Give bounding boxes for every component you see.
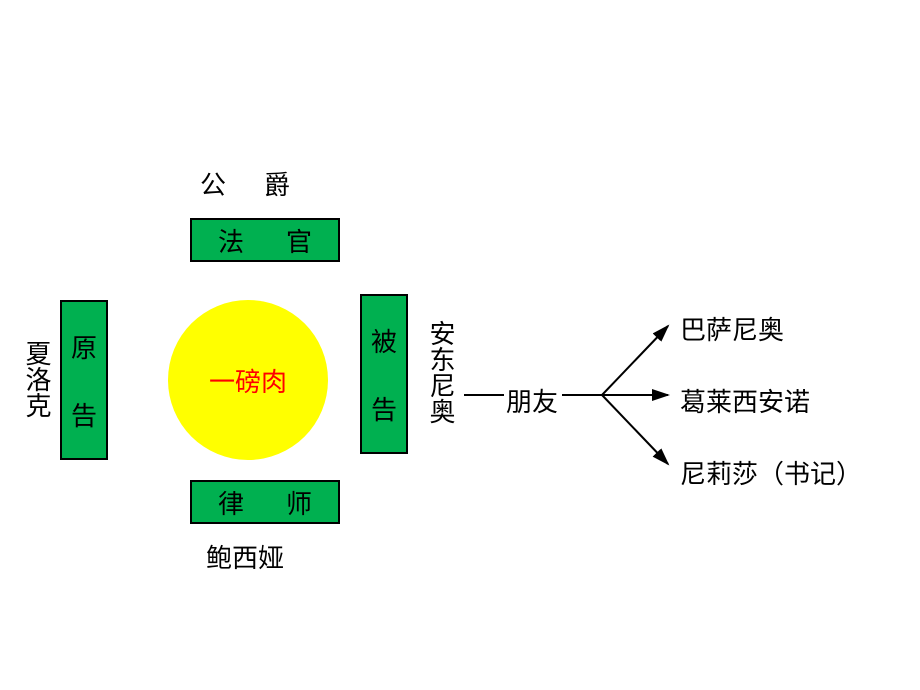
friends-label: 朋友 bbox=[506, 382, 558, 419]
plaintiff-bottom: 告 bbox=[71, 396, 97, 433]
portia-label: 鲍西娅 bbox=[206, 538, 284, 575]
defendant-box: 被 告 bbox=[360, 294, 408, 454]
plaintiff-top: 原 bbox=[71, 328, 97, 365]
center-text: 一磅肉 bbox=[209, 362, 287, 399]
plaintiff-box: 原 告 bbox=[60, 300, 108, 460]
shylock-label: 夏洛克 bbox=[18, 340, 55, 418]
lawyer-box: 律 师 bbox=[190, 480, 340, 524]
judge-box: 法 官 bbox=[190, 218, 340, 262]
antonio-label: 安东尼奥 bbox=[422, 320, 459, 424]
friend-2: 葛莱西安诺 bbox=[680, 382, 810, 419]
judge-box-text: 法 官 bbox=[210, 222, 320, 259]
friend-1: 巴萨尼奥 bbox=[680, 310, 784, 347]
lawyer-box-text: 律 师 bbox=[210, 484, 320, 521]
friend-3: 尼莉莎（书记） bbox=[680, 454, 862, 491]
duke-label: 公 爵 bbox=[200, 165, 296, 202]
defendant-top: 被 bbox=[371, 322, 397, 359]
defendant-bottom: 告 bbox=[371, 390, 397, 427]
center-circle: 一磅肉 bbox=[168, 300, 328, 460]
